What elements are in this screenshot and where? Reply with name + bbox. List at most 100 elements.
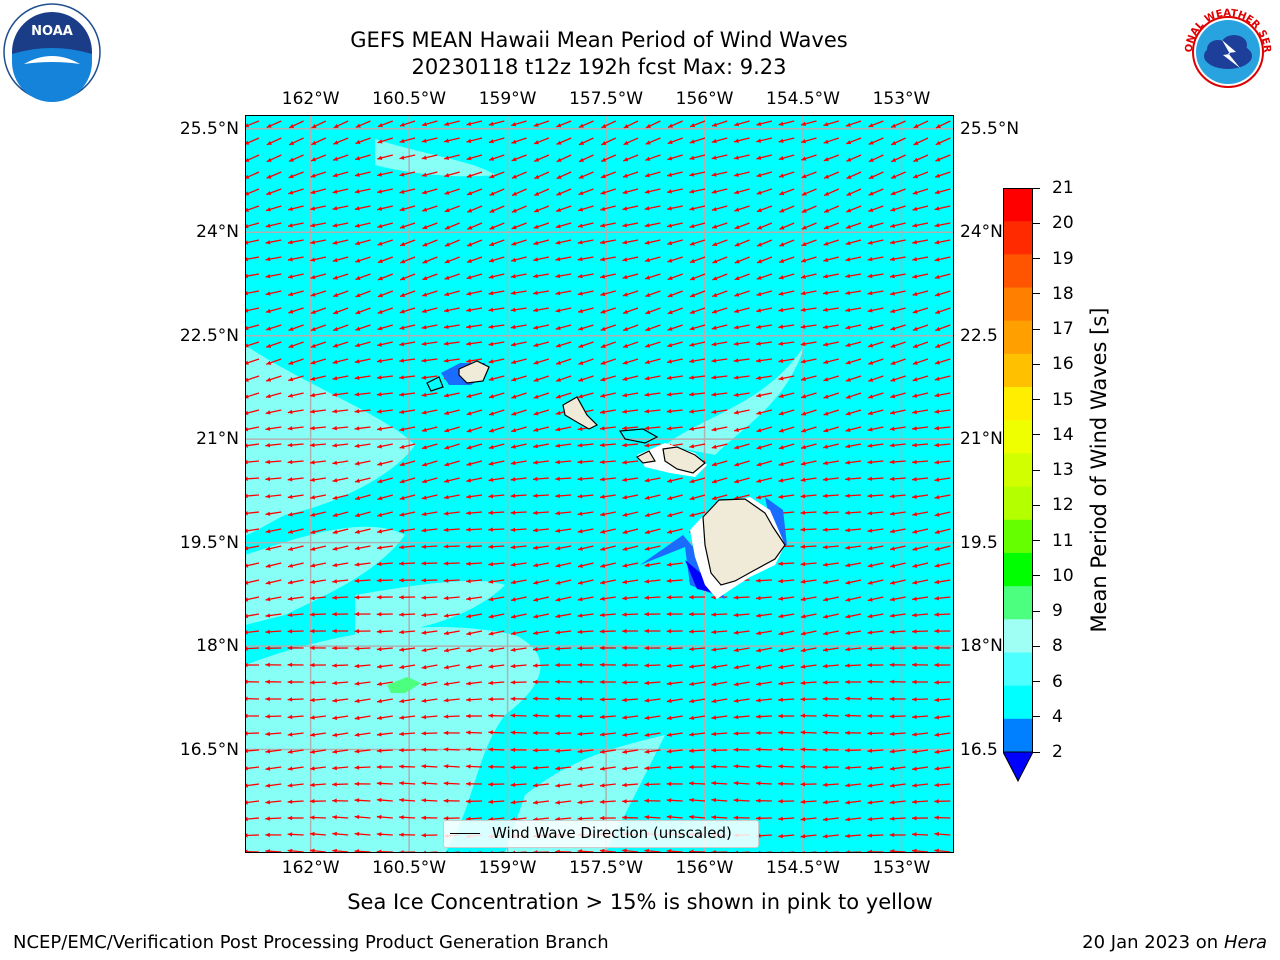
wave-direction-arrowhead xyxy=(912,442,917,448)
wave-direction-arrowhead xyxy=(801,191,807,196)
wave-direction-arrowhead xyxy=(377,715,382,720)
wave-direction-arrowhead xyxy=(934,257,940,262)
wave-direction-arrowhead xyxy=(733,731,739,736)
wave-direction-arrowhead xyxy=(310,292,316,297)
wave-direction-arrowhead xyxy=(823,394,829,399)
wave-direction-arrowhead xyxy=(422,207,428,212)
longitude-tick-label: 153°W xyxy=(872,89,931,109)
wave-direction-arrowhead xyxy=(266,343,272,348)
wave-direction-arrowhead xyxy=(823,241,829,246)
wave-direction-arrowhead xyxy=(466,697,471,702)
map-grid xyxy=(245,115,954,853)
wave-direction-arrowhead xyxy=(823,631,828,636)
wave-direction-arrowhead xyxy=(377,358,382,364)
wave-direction-arrowhead xyxy=(689,309,695,314)
wave-direction-arrowhead xyxy=(577,597,583,602)
wave-direction-arrowhead xyxy=(444,445,450,450)
wave-direction-arrowhead xyxy=(912,223,918,228)
wave-direction-arrowhead xyxy=(354,732,360,737)
wave-direction-arrowhead xyxy=(890,546,895,551)
wave-direction-arrowhead xyxy=(421,410,427,415)
wave-direction-arrowhead xyxy=(823,257,829,262)
wave-direction-arrowhead xyxy=(511,428,517,433)
wave-direction-arrowhead xyxy=(422,462,428,467)
wave-direction-arrowhead xyxy=(733,647,739,653)
wave-direction-arrowhead xyxy=(421,764,427,769)
wave-direction-arrowhead xyxy=(778,358,784,364)
wave-direction-arrowhead xyxy=(666,392,672,397)
wave-direction-arrowhead xyxy=(399,815,404,820)
wave-direction-arrowhead xyxy=(644,206,650,211)
wave-direction-arrowhead xyxy=(332,612,337,617)
colorbar-under-triangle xyxy=(1002,751,1034,783)
wave-direction-arrowhead xyxy=(510,747,516,753)
wave-direction-arrowhead xyxy=(912,546,918,551)
wave-direction-arrowhead xyxy=(510,782,516,788)
wave-direction-arrowhead xyxy=(823,597,829,602)
wave-direction-arrowhead xyxy=(399,155,405,160)
wave-direction-arrowhead xyxy=(400,259,406,264)
wave-direction-arrowhead xyxy=(867,597,873,602)
wave-direction-arrowhead xyxy=(265,426,271,431)
wave-direction-arrowhead xyxy=(912,629,917,634)
wave-direction-arrowhead xyxy=(310,477,315,482)
wave-direction-arrowhead xyxy=(443,527,449,533)
wave-direction-arrowhead xyxy=(443,730,449,736)
wave-direction-arrowhead xyxy=(266,326,271,331)
wave-direction-arrowhead xyxy=(376,732,382,737)
wave-direction-arrowhead xyxy=(912,274,918,279)
wave-direction-arrowhead xyxy=(644,715,650,720)
wave-direction-arrowhead xyxy=(689,409,694,414)
wave-direction-arrowhead xyxy=(265,529,271,534)
wave-direction-arrowhead xyxy=(801,411,807,416)
wave-direction-arrowhead xyxy=(443,324,449,329)
wave-direction-arrowhead xyxy=(733,764,739,769)
wave-direction-arrowhead xyxy=(310,392,315,398)
longitude-tick-label: 159°W xyxy=(478,858,537,878)
wave-direction-arrowhead xyxy=(934,442,940,448)
wave-direction-arrowhead xyxy=(890,360,896,365)
wave-direction-arrowhead xyxy=(510,696,516,701)
wave-direction-arrowhead xyxy=(868,394,874,399)
wave-direction-arrowhead xyxy=(800,324,806,329)
wave-direction-arrowhead xyxy=(533,443,538,449)
wave-direction-arrowhead xyxy=(599,645,605,651)
wave-direction-arrowhead xyxy=(555,546,561,551)
wave-direction-arrowhead xyxy=(668,123,674,128)
wave-direction-arrowhead xyxy=(778,664,784,670)
noaa-logo: NOAA xyxy=(2,2,102,102)
colorbar-tick-label: 12 xyxy=(1052,495,1074,516)
wave-direction-arrowhead xyxy=(265,731,271,737)
wave-direction-arrowhead xyxy=(510,307,516,312)
wave-direction-arrowhead xyxy=(645,156,651,161)
wave-direction-arrowhead xyxy=(599,426,605,431)
wave-direction-arrowhead xyxy=(867,713,872,719)
wave-direction-arrowhead xyxy=(622,546,628,551)
wave-direction-arrowhead xyxy=(332,443,338,448)
wave-direction-arrowhead xyxy=(644,612,649,617)
wave-direction-arrowhead xyxy=(355,275,361,281)
colorbar-tick-mark xyxy=(1033,716,1040,718)
wave-direction-arrowhead xyxy=(510,544,516,550)
wave-direction-arrowhead xyxy=(555,613,561,619)
wave-direction-arrowhead xyxy=(889,443,895,448)
wave-direction-arrowhead xyxy=(690,276,696,281)
wave-direction-arrowhead xyxy=(934,766,940,771)
wave-direction-arrowhead xyxy=(822,663,828,669)
wave-direction-arrowhead xyxy=(689,681,695,687)
wave-direction-arrowhead xyxy=(332,425,337,431)
wave-direction-arrowhead xyxy=(309,799,315,804)
wave-direction-arrowhead xyxy=(599,442,605,448)
wave-direction-arrowhead xyxy=(800,274,806,279)
colorbar-tick-mark xyxy=(1033,681,1040,682)
wave-direction-arrowhead xyxy=(332,478,338,483)
wave-direction-arrowhead xyxy=(822,834,828,839)
wave-direction-arrowhead xyxy=(488,307,494,312)
wave-direction-arrowhead xyxy=(332,223,338,228)
wave-direction-arrowhead xyxy=(600,409,605,415)
wave-direction-arrowhead xyxy=(622,460,627,465)
wave-direction-arrowhead xyxy=(310,529,316,534)
wave-direction-arrowhead xyxy=(644,782,649,787)
wave-direction-arrowhead xyxy=(421,595,427,600)
wave-direction-arrowhead xyxy=(889,256,895,262)
